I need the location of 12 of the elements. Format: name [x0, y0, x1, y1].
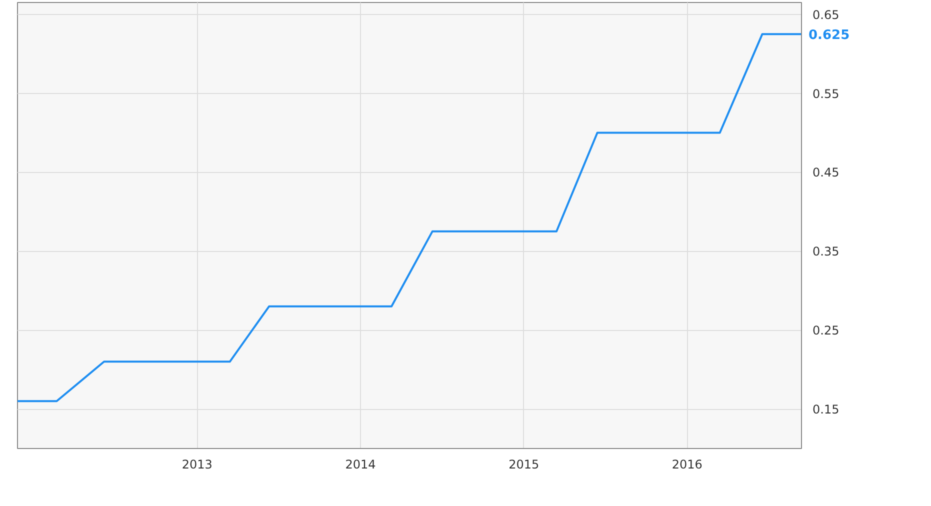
y-tick-label: 0.65	[812, 8, 840, 22]
line-series	[18, 33, 802, 402]
y-tick-label: 0.15	[812, 402, 840, 417]
y-tick-label: 0.25	[812, 324, 840, 338]
x-tick-label: 2013	[182, 458, 212, 472]
x-tick-label: 2014	[345, 458, 376, 472]
y-tick-label: 0.55	[812, 86, 840, 101]
data-label: 0.625	[808, 28, 850, 44]
y-tick-label: 0.35	[812, 244, 840, 259]
x-tick-label: 2015	[508, 458, 540, 472]
x-tick-label: 2016	[672, 458, 702, 472]
y-tick-label: 0.45	[812, 166, 840, 180]
